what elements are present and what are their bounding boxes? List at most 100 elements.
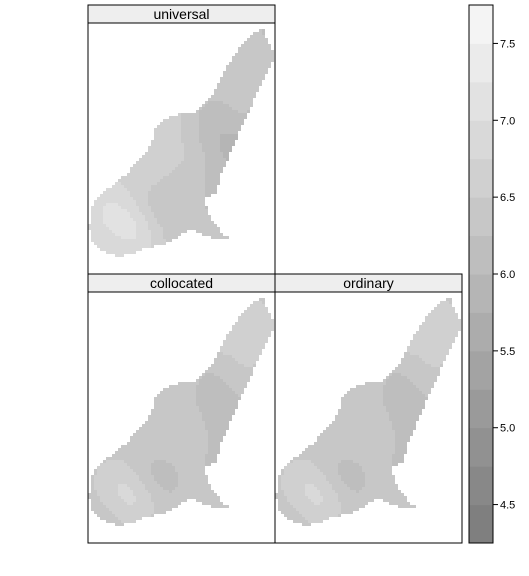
grid-cell [163,233,166,236]
grid-cell [184,415,187,418]
grid-cell [268,59,271,62]
grid-cell [109,218,112,221]
grid-cell [196,478,199,481]
grid-cell [139,218,142,221]
grid-cell [115,514,118,517]
grid-cell [211,101,214,104]
grid-cell [190,424,193,427]
grid-cell [223,134,226,137]
grid-cell [214,146,217,149]
grid-cell [380,382,383,385]
grid-cell [154,206,157,209]
grid-cell [217,388,220,391]
grid-cell [121,502,124,505]
grid-cell [232,334,235,337]
grid-cell [160,400,163,403]
grid-cell [425,355,428,358]
grid-cell [178,152,181,155]
grid-cell [196,191,199,194]
grid-cell [181,472,184,475]
grid-cell [133,185,136,188]
grid-cell [148,230,151,233]
grid-cell [133,514,136,517]
grid-cell [100,496,103,499]
grid-cell [238,47,241,50]
grid-cell [214,382,217,385]
grid-cell [142,206,145,209]
grid-cell [365,436,368,439]
grid-cell [368,421,371,424]
grid-cell [97,481,100,484]
grid-cell [259,328,262,331]
grid-cell [190,209,193,212]
grid-cell [178,421,181,424]
grid-cell [178,445,181,448]
grid-cell [139,227,142,230]
grid-cell [124,517,127,520]
grid-cell [392,373,395,376]
grid-cell [172,466,175,469]
grid-cell [142,191,145,194]
grid-cell [428,340,431,343]
grid-cell [371,424,374,427]
grid-cell [205,158,208,161]
grid-cell [253,59,256,62]
grid-cell [91,481,94,484]
grid-cell [410,376,413,379]
grid-cell [166,445,169,448]
grid-cell [133,478,136,481]
grid-cell [97,212,100,215]
grid-cell [193,179,196,182]
grid-cell [184,484,187,487]
grid-cell [118,481,121,484]
grid-cell [106,520,109,523]
grid-cell [214,125,217,128]
grid-cell [196,143,199,146]
grid-cell [199,191,202,194]
grid-cell [434,331,437,334]
grid-cell [265,331,268,334]
grid-cell [256,38,259,41]
grid-cell [371,397,374,400]
grid-cell [332,457,335,460]
grid-cell [133,230,136,233]
grid-cell [205,400,208,403]
grid-cell [265,340,268,343]
grid-cell [178,397,181,400]
grid-cell [175,188,178,191]
grid-cell [371,415,374,418]
grid-cell [97,242,100,245]
grid-cell [169,149,172,152]
grid-cell [407,379,410,382]
grid-cell [401,367,404,370]
grid-cell [256,304,259,307]
grid-cell [148,442,151,445]
grid-cell [377,439,380,442]
grid-cell [148,224,151,227]
grid-cell [211,146,214,149]
grid-cell [374,427,377,430]
grid-cell [226,107,229,110]
grid-cell [383,457,386,460]
grid-cell [208,436,211,439]
grid-cell [172,179,175,182]
grid-cell [115,194,118,197]
grid-cell [362,397,365,400]
grid-cell [184,137,187,140]
grid-cell [202,119,205,122]
grid-cell [217,83,220,86]
grid-cell [250,313,253,316]
grid-cell [353,460,356,463]
grid-cell [241,89,244,92]
grid-cell [317,466,320,469]
grid-cell [428,334,431,337]
grid-cell [193,382,196,385]
grid-cell [422,367,425,370]
grid-cell [118,218,121,221]
grid-cell [247,47,250,50]
grid-cell [428,361,431,364]
grid-cell [175,194,178,197]
grid-cell [344,397,347,400]
grid-cell [166,164,169,167]
grid-cell [208,101,211,104]
